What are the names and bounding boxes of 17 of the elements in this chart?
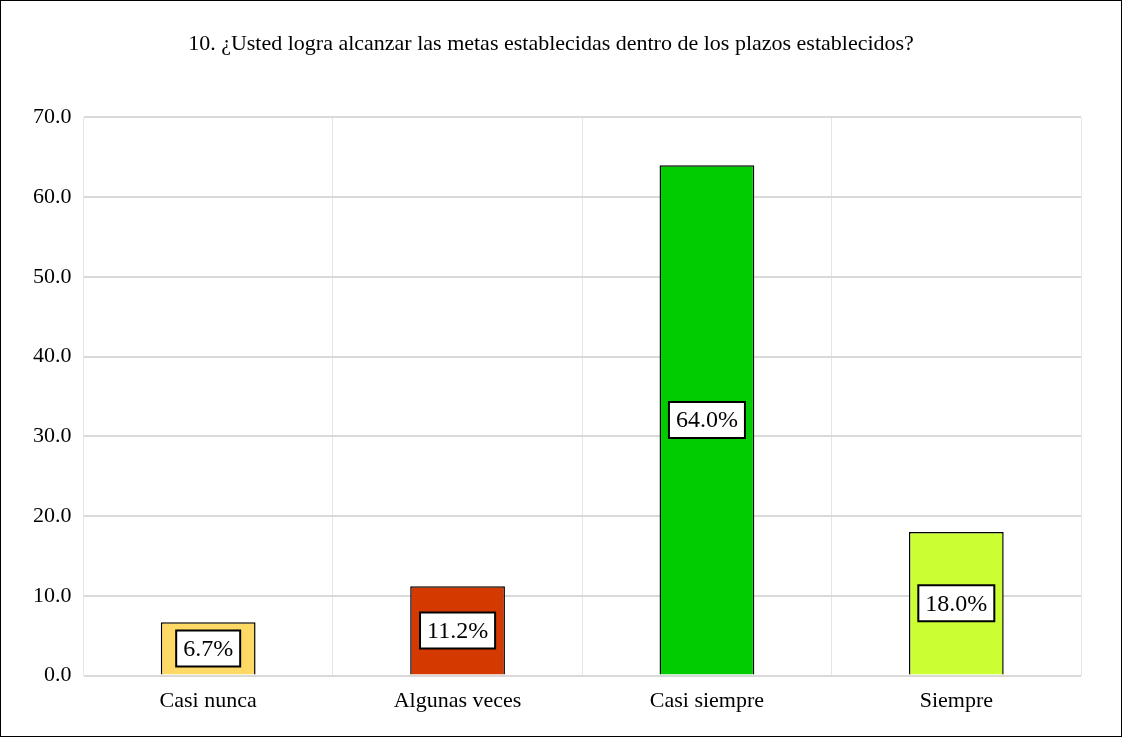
x-tick-label: Casi nunca	[159, 686, 257, 712]
y-tick-label: 0.0	[44, 661, 72, 687]
y-tick-label: 50.0	[33, 262, 72, 288]
chart-title: 10. ¿Usted logra alcanzar las metas establecidas dentro de los plazos establecidos?	[188, 29, 914, 55]
y-tick-label: 20.0	[33, 501, 72, 527]
data-label: 18.0%	[925, 589, 988, 616]
y-tick-label: 60.0	[33, 182, 72, 208]
y-tick-label: 70.0	[33, 103, 72, 129]
data-label: 6.7%	[183, 634, 234, 661]
x-tick-label: Siempre	[919, 686, 993, 712]
y-tick-label: 30.0	[33, 422, 72, 448]
y-tick-label: 10.0	[33, 581, 72, 607]
data-label: 11.2%	[427, 616, 489, 643]
x-tick-label: Casi siempre	[649, 686, 765, 712]
y-tick-label: 40.0	[33, 342, 72, 368]
data-label: 64.0%	[675, 406, 738, 433]
x-tick-label: Algunas veces	[393, 686, 522, 712]
